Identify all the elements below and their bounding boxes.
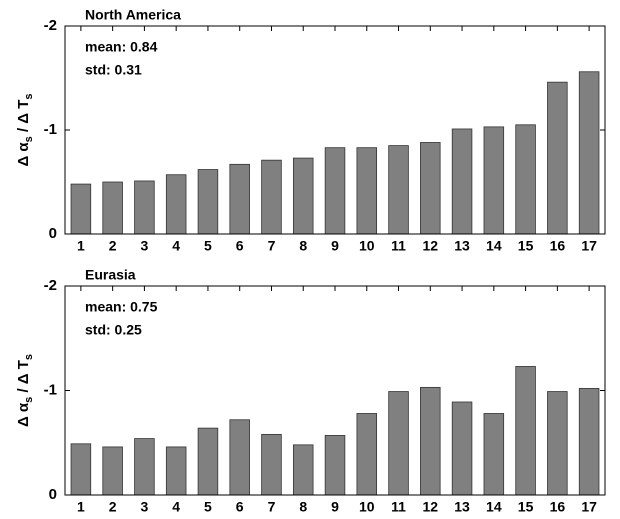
- bar: [578, 71, 600, 235]
- bar: [451, 128, 473, 235]
- y-axis-label: Δ αs / Δ Ts: [15, 354, 35, 427]
- x-tick-label: 8: [299, 499, 307, 515]
- bar: [197, 427, 219, 496]
- x-tick-label: 10: [359, 499, 375, 515]
- bar: [324, 435, 346, 496]
- bar: [165, 174, 187, 235]
- bar: [134, 438, 155, 496]
- bar: [292, 157, 314, 235]
- x-tick-label: 13: [454, 238, 470, 254]
- y-tick-label: 0: [49, 486, 57, 503]
- y-label-part: / Δ T: [15, 360, 32, 397]
- x-tick-label: 2: [109, 499, 117, 515]
- y-tick-label: -1: [44, 121, 57, 138]
- bar: [388, 391, 409, 496]
- x-tick-label: 9: [331, 499, 339, 515]
- x-tick-label: 14: [486, 238, 502, 254]
- bar: [292, 444, 314, 496]
- bar: [483, 413, 505, 496]
- y-axis-label: Δ αs / Δ Ts: [15, 93, 35, 166]
- y-label-subscript: s: [23, 354, 35, 360]
- x-tick-label: 17: [581, 499, 597, 515]
- x-tick-label: 8: [299, 238, 307, 254]
- bar: [197, 169, 219, 235]
- y-tick-label: 0: [49, 225, 57, 242]
- bar: [547, 391, 568, 496]
- bar: [547, 81, 568, 235]
- x-tick-label: 5: [204, 499, 212, 515]
- y-label-subscript: s: [23, 136, 35, 142]
- x-tick-label: 7: [268, 499, 276, 515]
- x-tick-label: 14: [486, 499, 502, 515]
- x-tick-label: 11: [391, 499, 406, 515]
- bar: [134, 180, 155, 235]
- bar: [420, 142, 441, 235]
- x-tick-label: 3: [141, 499, 149, 515]
- y-label-subscript: s: [23, 397, 35, 403]
- bar: [261, 433, 282, 496]
- panel-title: North America: [85, 7, 181, 23]
- x-tick-label: 6: [236, 499, 244, 515]
- bar: [70, 443, 92, 496]
- x-tick-label: 3: [141, 238, 149, 254]
- bar: [420, 386, 441, 496]
- bar: [261, 159, 282, 235]
- x-tick-label: 6: [236, 238, 244, 254]
- y-label-part: / Δ T: [15, 100, 32, 137]
- bar: [356, 147, 378, 235]
- plot-frame: [64, 285, 606, 496]
- x-tick-label: 16: [550, 499, 566, 515]
- y-label-subscript: s: [23, 93, 35, 99]
- x-tick-label: 15: [518, 238, 534, 254]
- bar: [451, 401, 473, 496]
- annotation: mean: 0.84: [85, 39, 158, 55]
- bar: [515, 124, 536, 235]
- x-tick-label: 9: [331, 238, 339, 254]
- y-label-part: Δ α: [15, 142, 32, 167]
- x-tick-label: 11: [391, 238, 406, 254]
- bar: [102, 181, 123, 235]
- x-tick-label: 1: [77, 238, 85, 254]
- y-label-part: Δ α: [15, 402, 32, 427]
- bar: [578, 388, 600, 496]
- x-tick-label: 4: [172, 499, 180, 515]
- annotation: std: 0.31: [85, 62, 142, 78]
- bar: [388, 145, 409, 235]
- bar: [165, 446, 187, 496]
- bar: [70, 183, 92, 235]
- bar: [324, 147, 346, 235]
- x-tick-label: 1: [77, 499, 85, 515]
- y-tick-label: -2: [44, 17, 57, 34]
- x-tick-label: 17: [581, 238, 597, 254]
- x-tick-label: 12: [423, 238, 439, 254]
- x-tick-label: 13: [454, 499, 470, 515]
- y-tick-label: -2: [44, 277, 57, 294]
- y-tick-label: -1: [44, 381, 57, 398]
- x-tick-label: 10: [359, 238, 375, 254]
- bar: [102, 446, 123, 496]
- x-tick-label: 7: [268, 238, 276, 254]
- annotation: mean: 0.75: [85, 299, 158, 315]
- bar: [229, 419, 250, 496]
- panel-title: Eurasia: [85, 267, 136, 283]
- plot-frame: [64, 25, 606, 235]
- x-tick-label: 15: [518, 499, 534, 515]
- bar: [483, 126, 505, 235]
- bar: [229, 163, 250, 235]
- x-tick-label: 12: [423, 499, 439, 515]
- bar: [356, 413, 378, 496]
- x-tick-label: 16: [550, 238, 566, 254]
- x-tick-label: 4: [172, 238, 180, 254]
- annotation: std: 0.25: [85, 322, 142, 338]
- bar: [515, 366, 536, 496]
- x-tick-label: 2: [109, 238, 117, 254]
- x-tick-label: 5: [204, 238, 212, 254]
